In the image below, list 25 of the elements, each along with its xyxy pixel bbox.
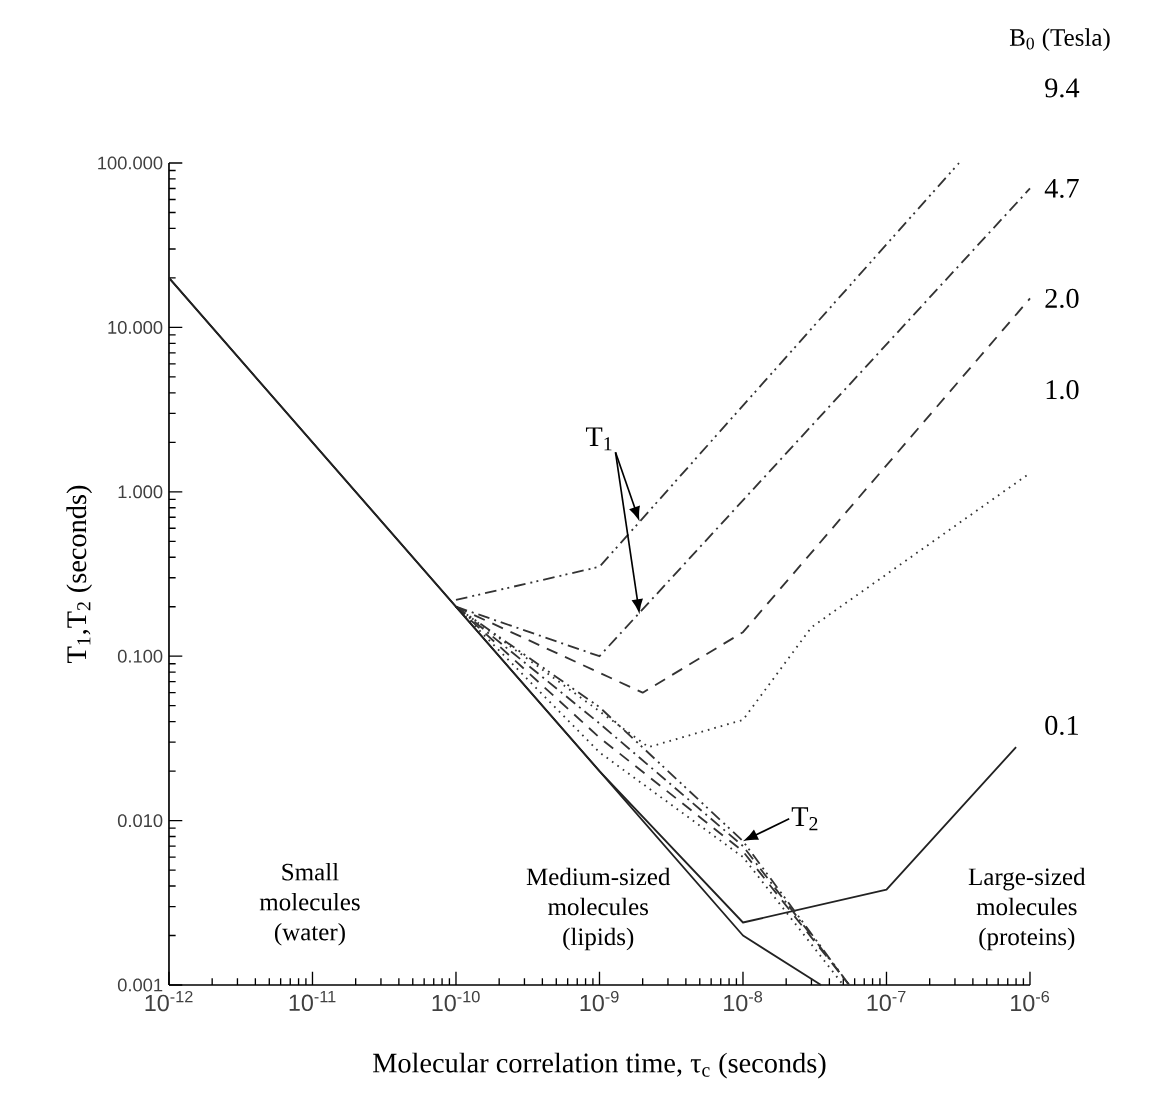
x-tick-label: 10$^{-11}$ [289,990,336,1012]
x-tick-label: 10$^{-10}$ [432,990,480,1012]
x-tick-label: 10$^{-9}$ [580,990,619,1012]
x-axis-title: Molecular correlation time, τ$_{c}$ (seconds) [373,1052,826,1079]
series-label: 2.0 [1045,288,1079,309]
legend-title: B$_{0}$ (Tesla) [1009,28,1110,52]
x-tick-label: 10$^{-8}$ [724,990,763,1012]
text: 9.4 [1045,78,1080,98]
text: 1.0 [1046,380,1079,400]
annotation: Medium-sized molecules (lipids) [526,867,671,951]
y-tick-label: 0.100 [117,649,163,663]
y-tick-label: 0.001 [117,978,163,992]
y-axis-title: T$_{1}$,T$_{2}$ (seconds) [66,485,93,663]
series-label: 4.7 [1044,178,1079,198]
series-label: 0.1 [1045,715,1078,736]
y-tick-label: 0.010 [117,814,163,828]
annotation: T$_{2}$ [791,807,818,831]
annotation: T$_{1}$ [585,427,612,451]
y-tick-label: 100.000 [98,156,163,170]
y-tick-label: 10.000 [108,320,163,334]
annotation: Large-sized molecules (proteins) [968,867,1086,951]
annotation: Small molecules (water) [259,862,360,946]
x-tick-label: 10$^{-6}$ [1011,990,1050,1012]
x-tick-label: 10$^{-7}$ [867,990,906,1012]
y-tick-label: 1.000 [118,485,163,499]
